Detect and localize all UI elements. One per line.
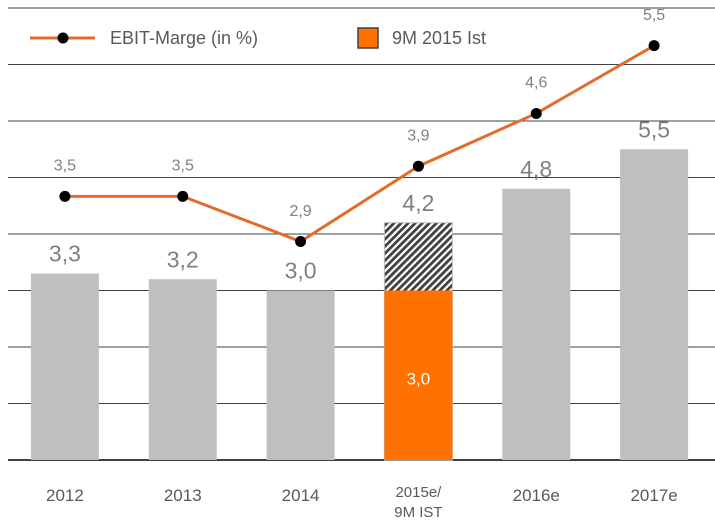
- bar-value-label: 3,0: [285, 258, 317, 284]
- bar-value-label: 3,3: [49, 241, 81, 267]
- line-value-label: 2,9: [289, 203, 311, 220]
- x-tick-label: 2017e: [630, 486, 678, 505]
- line-point: [648, 40, 660, 52]
- bar: [384, 290, 453, 460]
- bar: [620, 149, 689, 460]
- line-point: [59, 190, 71, 202]
- legend-marker: [57, 32, 69, 44]
- bar: [502, 188, 571, 461]
- x-tick-label: 2016e: [512, 486, 560, 505]
- bar-value-label: 3,0: [407, 370, 431, 389]
- x-tick-label: 2012: [45, 486, 84, 505]
- x-tick-label: 2013: [163, 486, 202, 505]
- bar: [266, 290, 335, 460]
- line-value-label: 3,5: [172, 158, 194, 175]
- line-value-label: 3,5: [54, 158, 76, 175]
- bar-value-label: 5,5: [638, 116, 670, 142]
- legend-swatch: [357, 27, 379, 49]
- bar: [30, 273, 99, 460]
- legend-label: 9M 2015 Ist: [392, 28, 486, 48]
- legend-label: EBIT-Marge (in %): [110, 28, 258, 48]
- line-value-label: 4,6: [525, 75, 547, 92]
- line-point: [295, 236, 307, 248]
- bar: [148, 279, 217, 460]
- bar-value-label: 3,2: [167, 246, 199, 272]
- line-value-label: 5,5: [643, 7, 665, 24]
- line-point: [412, 160, 424, 172]
- bar-value-label: 4,8: [520, 156, 552, 182]
- legend-background: [8, 9, 568, 64]
- bar-value-label: 4,2: [402, 190, 434, 216]
- line-point: [530, 107, 542, 119]
- line-point: [177, 190, 189, 202]
- x-tick-label: 2015e/ 9M IST: [394, 484, 443, 521]
- line-value-label: 3,9: [407, 127, 429, 144]
- line: [64, 44, 655, 244]
- x-tick-label: 2014: [281, 486, 320, 505]
